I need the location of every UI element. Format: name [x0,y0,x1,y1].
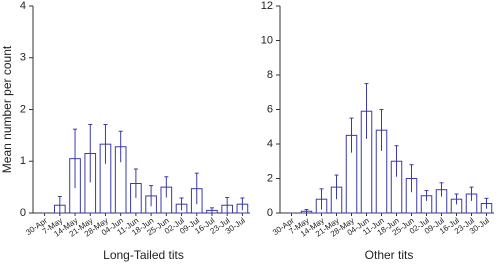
y-tick-label: 2 [267,172,273,184]
y-tick-label: 0 [267,207,273,219]
y-tick-label: 1 [20,155,26,167]
y-axis-label: Mean number per count [0,45,14,173]
y-tick-label: 6 [267,103,273,115]
y-tick-label: 10 [261,34,273,46]
y-tick-label: 4 [20,0,26,12]
y-tick-label: 4 [267,138,273,150]
chart-title: Other tits [365,248,414,262]
y-tick-label: 0 [20,207,26,219]
chart-title: Long-Tailed tits [103,248,184,262]
y-tick-label: 2 [20,103,26,115]
y-tick-label: 12 [261,0,273,12]
y-tick-label: 3 [20,52,26,64]
y-tick-label: 8 [267,69,273,81]
